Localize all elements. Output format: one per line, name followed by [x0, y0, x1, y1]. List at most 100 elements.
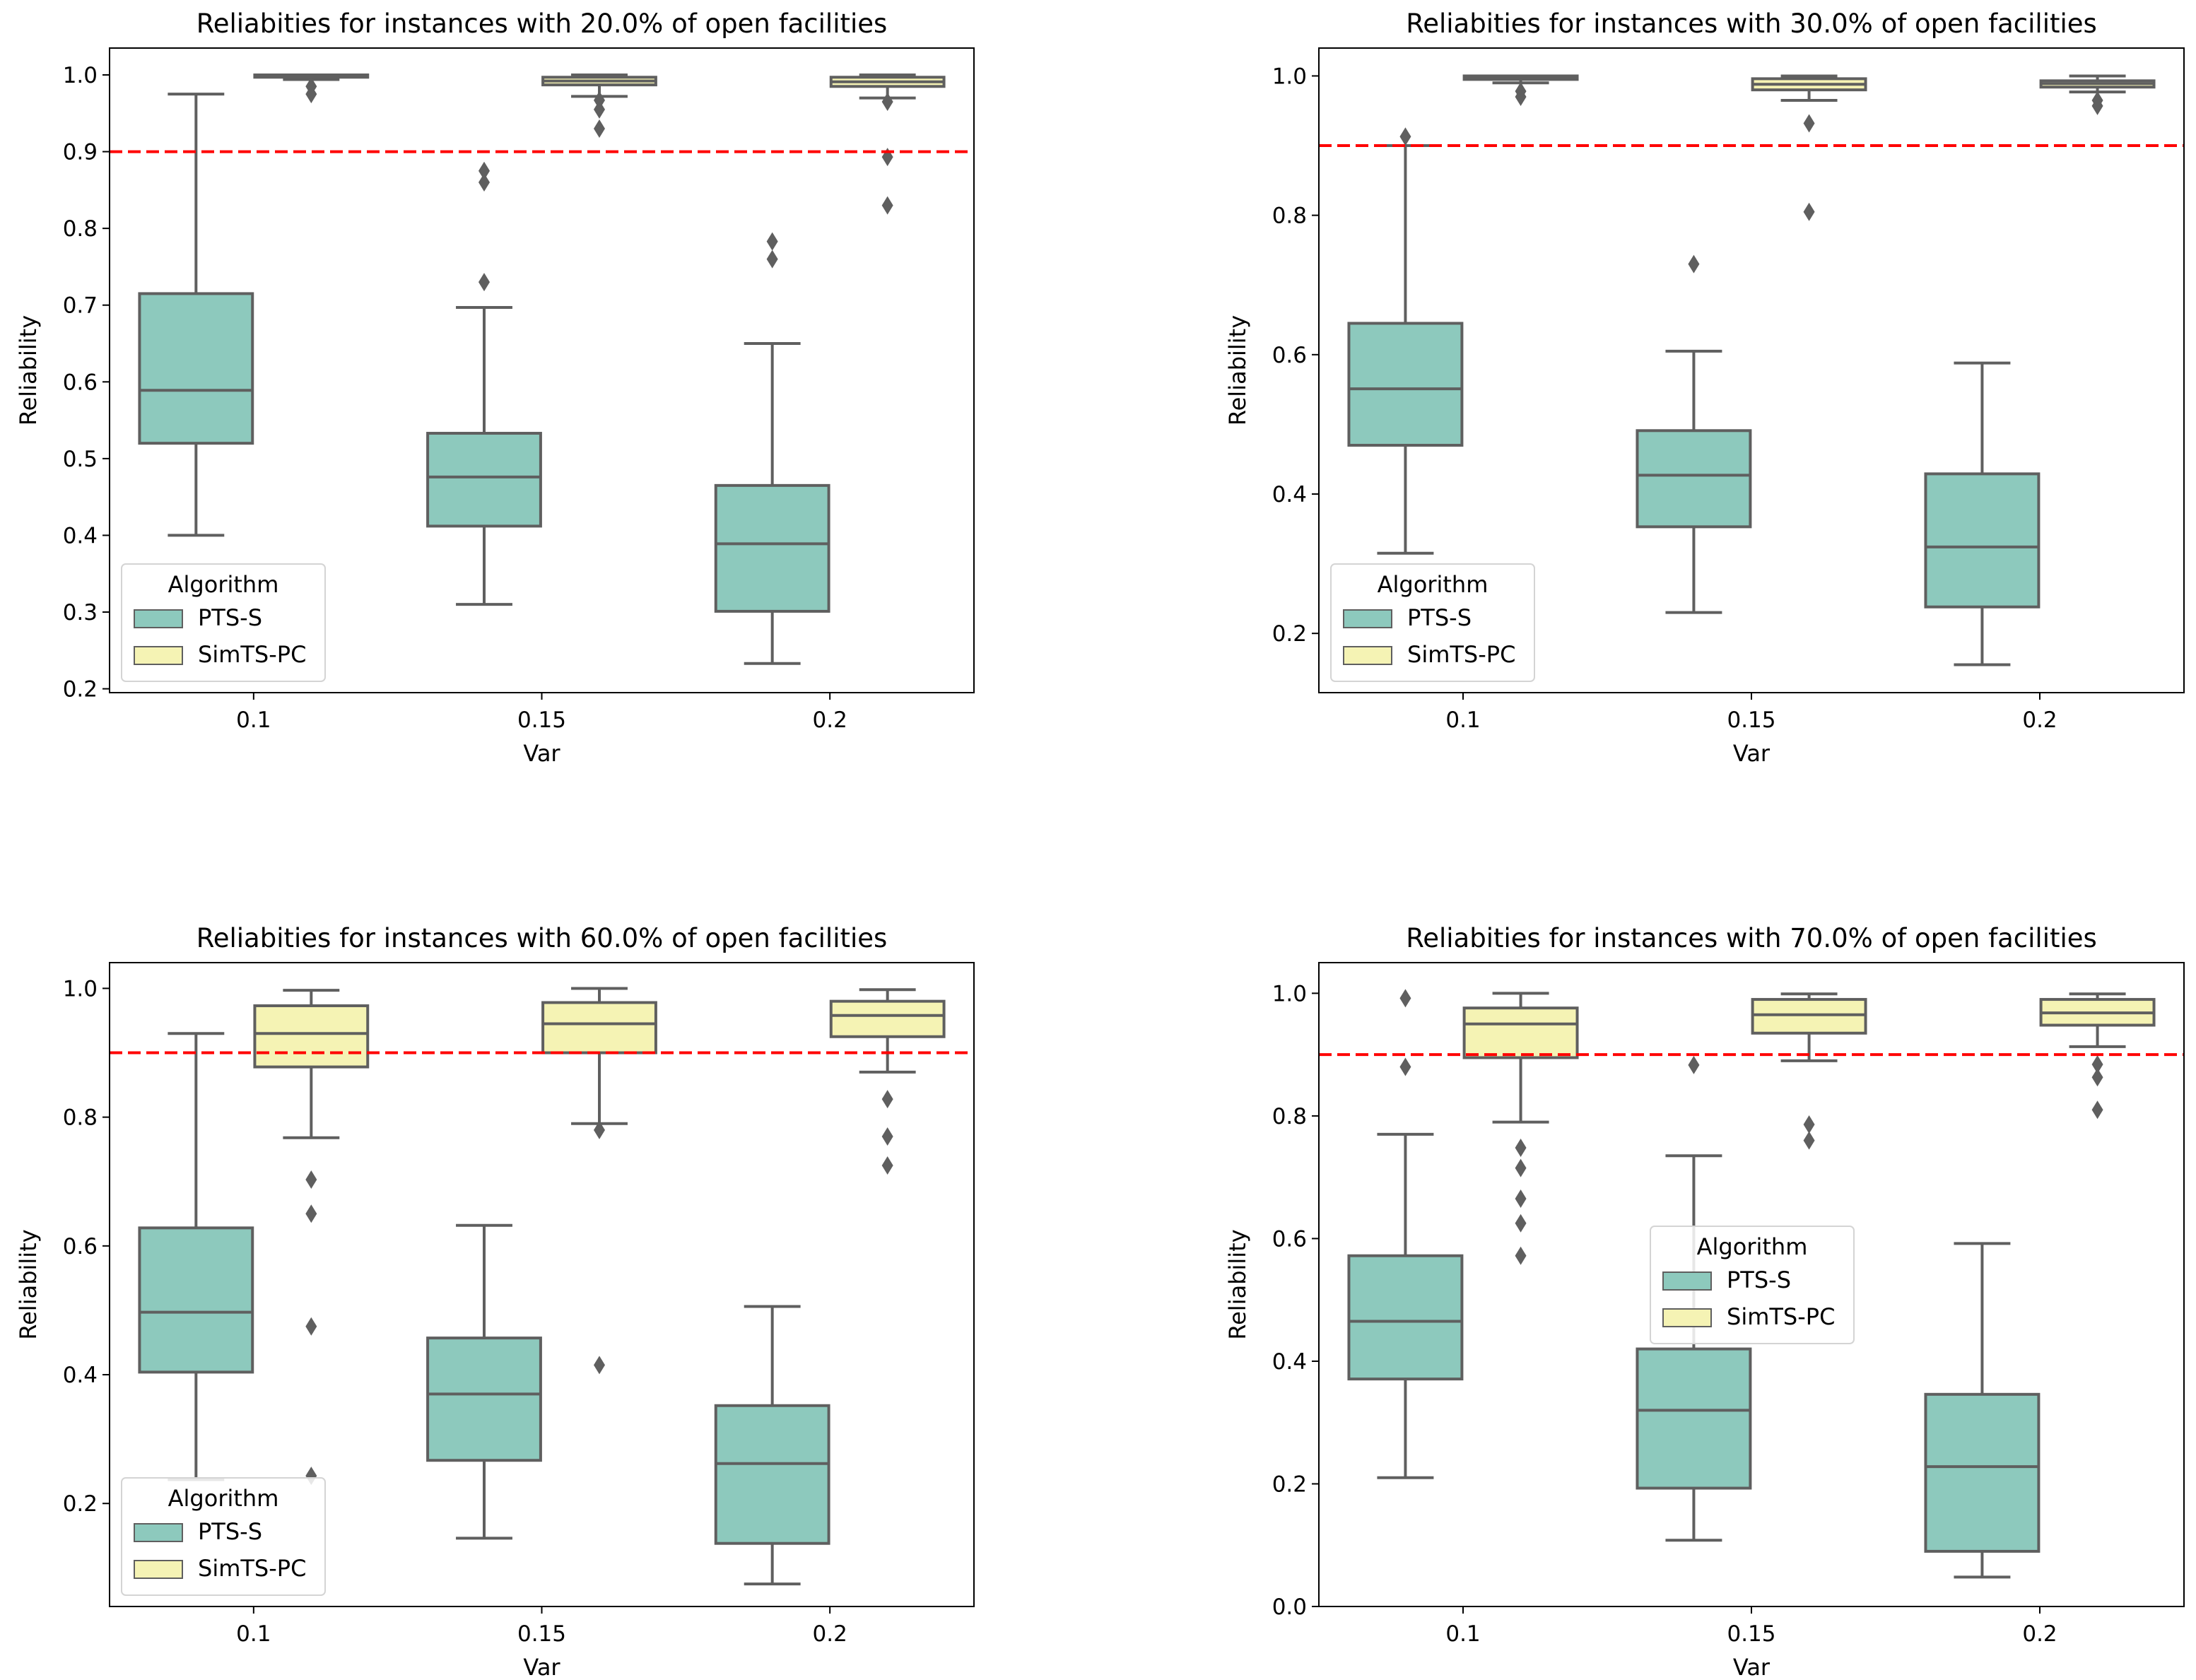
- box-pts-s-0.1: [1347, 989, 1464, 1479]
- y-tick-label: 0.8: [63, 216, 98, 242]
- legend-swatch-simts-pc: [1343, 646, 1392, 665]
- box-body: [1751, 998, 1867, 1035]
- x-tick-label: 0.2: [2022, 707, 2057, 733]
- box-body: [1636, 429, 1752, 529]
- box-body: [1924, 1392, 2041, 1553]
- x-axis-label: Var: [1733, 740, 1771, 767]
- box-body: [714, 1404, 830, 1545]
- box-pts-s-0.1: [138, 93, 254, 537]
- chart-panel-4: 0.0 0.2 0.4 0.6 0.8 1.0 0.1 0.15 0.2 Reliabities …: [1224, 923, 2185, 1680]
- chart-panel-1: 0.2 0.3 0.4 0.5 0.6 0.7 0.8 0.9 1.0 0.1 0.15 0.2 Rel…: [15, 8, 975, 767]
- outlier-point: [1515, 1139, 1527, 1158]
- box-body: [714, 483, 830, 613]
- outlier-point: [881, 196, 893, 215]
- box-pts-s-0.1: [1347, 127, 1464, 555]
- y-tick-label: 0.0: [1272, 1594, 1307, 1620]
- y-tick-label: 0.2: [1272, 621, 1307, 647]
- y-tick-label: 0.8: [1272, 204, 1307, 229]
- outlier-point: [594, 1120, 606, 1139]
- box-body: [426, 432, 542, 528]
- box-simts-pc-0.2: [829, 988, 946, 1175]
- chart-title: Reliabities for instances with 30.0% of …: [1406, 8, 2097, 39]
- outlier-point: [305, 1204, 317, 1223]
- x-tick-label: 0.2: [813, 707, 847, 733]
- outlier-point: [594, 90, 606, 110]
- legend-title: Algorithm: [168, 571, 279, 598]
- y-tick-label: 0.6: [63, 370, 98, 395]
- outlier-point: [881, 93, 893, 111]
- box-pts-s-0.15: [426, 1223, 542, 1540]
- plot-frame: [109, 47, 975, 693]
- legend: Algorithm PTS-S SimTS-PC: [121, 1477, 326, 1596]
- chart-title: Reliabities for instances with 70.0% of …: [1406, 923, 2097, 953]
- y-tick-label: 0.4: [63, 523, 98, 548]
- y-axis-label: Reliability: [15, 315, 42, 425]
- outlier-point: [478, 273, 490, 292]
- outlier-point: [1515, 1158, 1527, 1177]
- x-axis-label: Var: [523, 1654, 560, 1680]
- x-axis-label: Var: [523, 740, 560, 767]
- chart-panel-3: 0.2 0.4 0.6 0.8 1.0 0.1 0.15 0.2 Reliabities for…: [15, 923, 975, 1680]
- box-simts-pc-0.2: [2039, 992, 2156, 1120]
- legend-label: SimTS-PC: [1407, 641, 1515, 668]
- box-simts-pc-0.1: [1462, 992, 1579, 1265]
- legend-label: PTS-S: [1727, 1267, 1791, 1293]
- box-pts-s-0.2: [714, 1305, 830, 1586]
- y-axis-label: Reliability: [15, 1229, 42, 1339]
- legend-swatch-simts-pc: [134, 1560, 183, 1579]
- outlier-point: [1515, 1189, 1527, 1209]
- y-tick-label: 0.8: [63, 1105, 98, 1131]
- box-pts-s-0.1: [138, 1032, 254, 1481]
- chart-title: Reliabities for instances with 20.0% of …: [196, 8, 888, 39]
- outlier-point: [594, 1356, 606, 1375]
- x-tick-label: 0.1: [236, 707, 271, 733]
- y-tick-label: 0.2: [1272, 1472, 1307, 1497]
- outlier-point: [1803, 1131, 1815, 1150]
- legend-swatch-simts-pc: [134, 646, 183, 665]
- box-body: [1347, 322, 1464, 447]
- box-pts-s-0.2: [1924, 361, 2041, 666]
- box-simts-pc-0.1: [253, 989, 370, 1486]
- x-tick-label: 0.2: [2022, 1621, 2057, 1647]
- outlier-point: [305, 1170, 317, 1189]
- box-pts-s-0.2: [714, 232, 830, 665]
- legend-label: PTS-S: [198, 604, 262, 631]
- legend: Algorithm PTS-S SimTS-PC: [121, 563, 326, 682]
- legend: Algorithm PTS-S SimTS-PC: [1650, 1226, 1855, 1344]
- y-tick-label: 0.8: [1272, 1104, 1307, 1129]
- x-axis-label: Var: [1733, 1654, 1771, 1680]
- y-tick-label: 0.6: [1272, 343, 1307, 368]
- outlier-point: [1515, 82, 1527, 101]
- box-body: [138, 1226, 254, 1374]
- legend-swatch-pts-s: [1343, 609, 1392, 628]
- box-body: [541, 1001, 657, 1055]
- y-tick-label: 0.2: [63, 1491, 98, 1517]
- outlier-point: [594, 119, 606, 138]
- box-pts-s-0.15: [1636, 1055, 1752, 1542]
- legend: Algorithm PTS-S SimTS-PC: [1330, 563, 1535, 682]
- box-body: [426, 1337, 542, 1462]
- x-tick-label: 0.1: [236, 1621, 271, 1647]
- x-tick-label: 0.1: [1445, 1621, 1480, 1647]
- outlier-point: [2091, 1068, 2103, 1087]
- outlier-point: [766, 249, 778, 269]
- legend-label: SimTS-PC: [198, 1555, 306, 1582]
- y-tick-label: 0.9: [63, 140, 98, 165]
- y-axis-label: Reliability: [1224, 1229, 1251, 1339]
- box-body: [1924, 472, 2041, 609]
- box-simts-pc-0.1: [253, 74, 370, 104]
- x-tick-label: 0.15: [517, 1621, 566, 1647]
- outlier-point: [2091, 1055, 2103, 1074]
- outlier-point: [1399, 127, 1411, 146]
- outlier-point: [305, 77, 317, 96]
- outlier-point: [1803, 114, 1815, 133]
- legend-title: Algorithm: [1697, 1233, 1808, 1260]
- box-pts-s-0.15: [1636, 254, 1752, 614]
- box-body: [253, 1004, 370, 1069]
- outlier-point: [881, 1156, 893, 1175]
- outlier-point: [478, 173, 490, 192]
- chart-panel-2: 0.2 0.4 0.6 0.8 1.0 0.1 0.15 0.2 Reliabities for…: [1224, 8, 2185, 767]
- x-tick-label: 0.15: [1727, 707, 1775, 733]
- box-pts-s-0.15: [426, 161, 542, 606]
